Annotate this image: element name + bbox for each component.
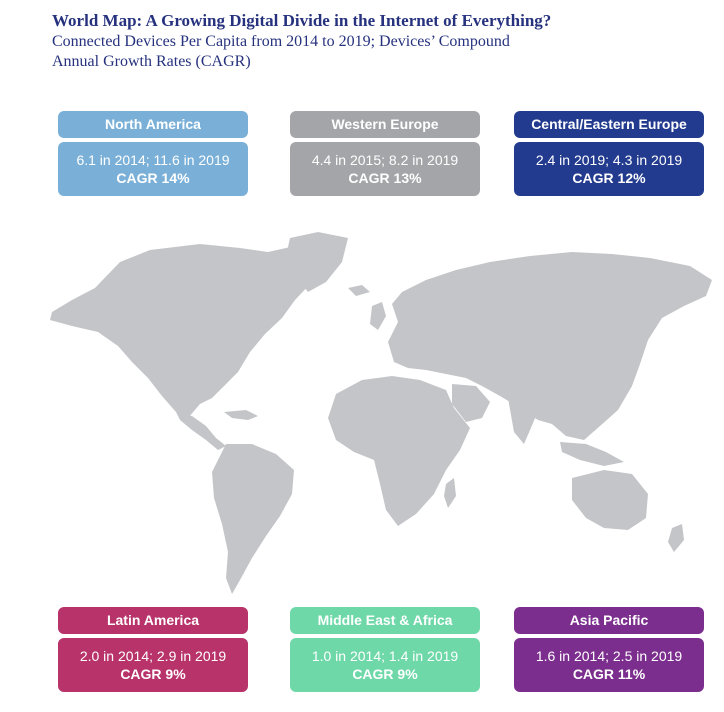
region-name: North America: [58, 111, 248, 138]
region-body: 2.0 in 2014; 2.9 in 2019 CAGR 9%: [58, 638, 248, 692]
caribbean-islands: [224, 410, 258, 420]
region-name: Central/Eastern Europe: [514, 111, 704, 138]
region-stats: 1.0 in 2014; 1.4 in 2019: [311, 648, 459, 664]
region-body: 1.0 in 2014; 1.4 in 2019 CAGR 9%: [290, 638, 480, 692]
africa-landmass: [328, 376, 470, 526]
arabian-peninsula-landmass: [452, 384, 490, 422]
iceland-landmass: [348, 285, 370, 296]
region-card-asia-pacific: Asia Pacific 1.6 in 2014; 2.5 in 2019 CA…: [514, 607, 704, 692]
eurasia-landmass: [388, 252, 712, 440]
region-stats: 2.4 in 2019; 4.3 in 2019: [535, 152, 683, 168]
north-america-landmass: [50, 244, 330, 418]
region-card-middle-east-africa: Middle East & Africa 1.0 in 2014; 1.4 in…: [290, 607, 480, 692]
region-stats: 4.4 in 2015; 8.2 in 2019: [311, 152, 459, 168]
page-subtitle-line-1: Connected Devices Per Capita from 2014 t…: [52, 33, 510, 50]
region-name: Western Europe: [290, 111, 480, 138]
region-name: Asia Pacific: [514, 607, 704, 634]
region-name: Middle East & Africa: [290, 607, 480, 634]
region-stats: 2.0 in 2014; 2.9 in 2019: [79, 648, 227, 664]
region-card-central-eastern-europe: Central/Eastern Europe 2.4 in 2019; 4.3 …: [514, 111, 704, 196]
region-name: Latin America: [58, 607, 248, 634]
region-cagr: CAGR 12%: [572, 170, 646, 186]
japan-landmass: [610, 356, 626, 390]
india-landmass: [508, 398, 536, 444]
madagascar-landmass: [444, 478, 456, 508]
region-cagr: CAGR 11%: [572, 666, 646, 682]
greenland-landmass: [286, 232, 348, 292]
region-stats: 6.1 in 2014; 11.6 in 2019: [76, 152, 230, 168]
region-body: 2.4 in 2019; 4.3 in 2019 CAGR 12%: [514, 142, 704, 196]
region-body: 6.1 in 2014; 11.6 in 2019 CAGR 14%: [58, 142, 248, 196]
region-cagr: CAGR 14%: [116, 170, 190, 186]
south-america-landmass: [212, 444, 294, 594]
header: World Map: A Growing Digital Divide in t…: [52, 10, 712, 72]
region-body: 1.6 in 2014; 2.5 in 2019 CAGR 11%: [514, 638, 704, 692]
region-cagr: CAGR 9%: [352, 666, 418, 682]
page-title: World Map: A Growing Digital Divide in t…: [52, 11, 552, 30]
region-cagr: CAGR 9%: [120, 666, 186, 682]
region-card-north-america: North America 6.1 in 2014; 11.6 in 2019 …: [58, 111, 248, 196]
indonesia-islands: [560, 442, 624, 466]
region-cagr: CAGR 13%: [348, 170, 422, 186]
central-america-landmass: [176, 412, 226, 450]
page-subtitle-line-2: Annual Growth Rates (CAGR): [52, 53, 251, 70]
uk-landmass: [370, 302, 386, 330]
region-card-western-europe: Western Europe 4.4 in 2015; 8.2 in 2019 …: [290, 111, 480, 196]
new-zealand-landmass: [668, 524, 684, 552]
australia-landmass: [572, 470, 648, 530]
region-card-latin-america: Latin America 2.0 in 2014; 2.9 in 2019 C…: [58, 607, 248, 692]
region-body: 4.4 in 2015; 8.2 in 2019 CAGR 13%: [290, 142, 480, 196]
region-stats: 1.6 in 2014; 2.5 in 2019: [535, 648, 683, 664]
world-map: [50, 232, 712, 594]
